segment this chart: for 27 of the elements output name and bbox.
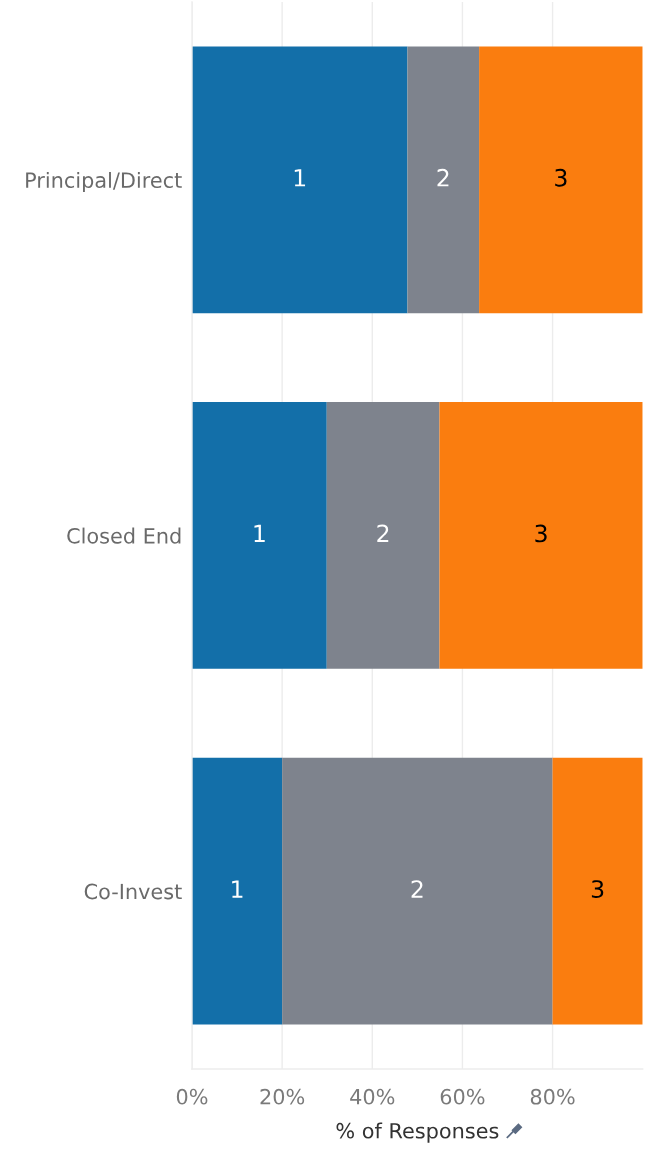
bar [282, 757, 553, 1025]
bar [439, 402, 643, 669]
series-label: 3 [591, 880, 604, 899]
bar [552, 757, 643, 1025]
x-axis-title: % of Responses [336, 1122, 499, 1143]
y-tick-label: Co-Invest [84, 883, 182, 900]
x-tick-label: 60% [440, 1088, 485, 1105]
x-tick-label: 0% [176, 1088, 208, 1105]
text: 1 [254, 524, 265, 543]
text: 2 [411, 880, 423, 898]
bar [192, 46, 408, 314]
y-tick-label: Principal/Direct [26, 171, 182, 193]
series-label: 2 [437, 168, 449, 187]
text: 3 [555, 168, 567, 187]
bar [192, 402, 327, 669]
bar [326, 402, 440, 669]
x-tick-label: 80% [530, 1088, 575, 1105]
text: 1 [294, 169, 306, 187]
text: 3 [535, 524, 547, 543]
x-tick-label: 20% [260, 1088, 305, 1105]
bar [479, 46, 643, 314]
y-tick-label: Closed End [67, 527, 181, 544]
bar [407, 46, 480, 314]
series-label: 1 [232, 880, 243, 898]
x-tick-label: 40% [350, 1088, 395, 1105]
text: 2 [377, 524, 389, 543]
bar [192, 757, 283, 1025]
